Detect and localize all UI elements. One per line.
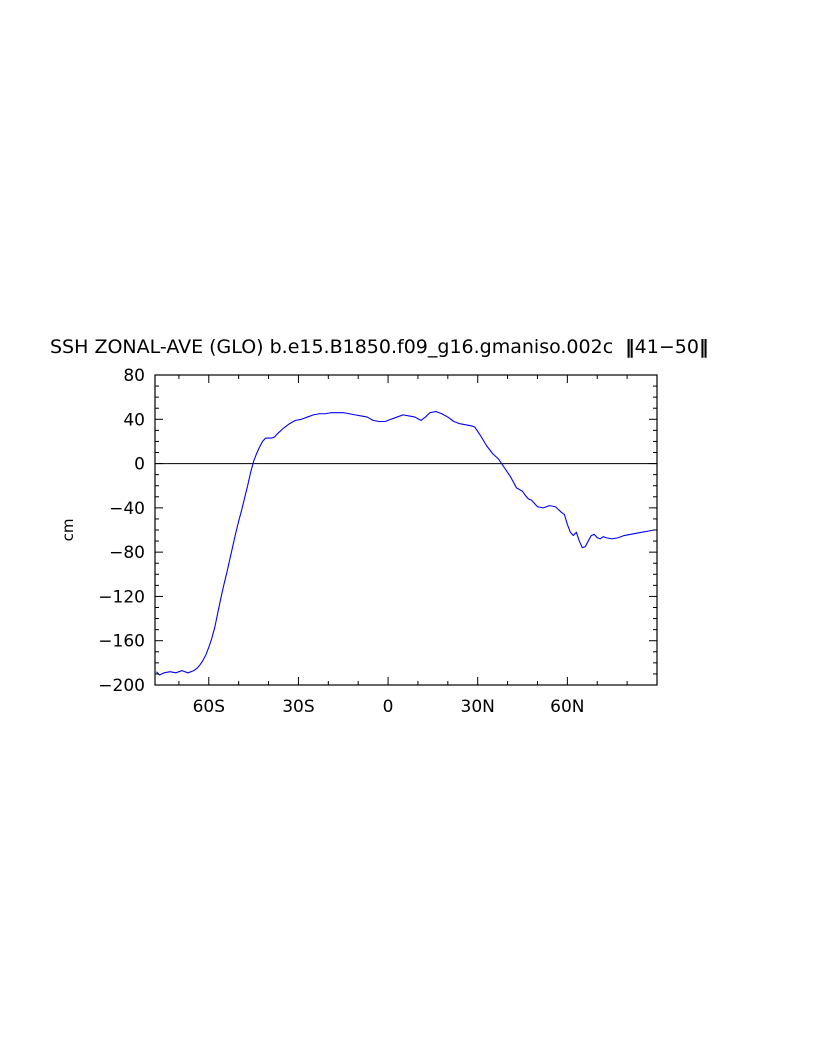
x-tick-label: 0 — [383, 697, 394, 717]
y-axis-label: cm — [59, 519, 77, 542]
y-tick-label: 40 — [123, 410, 145, 430]
y-tick-label: −80 — [109, 543, 145, 563]
x-tick-label: 30S — [282, 697, 314, 717]
y-tick-label: 80 — [123, 366, 145, 386]
title-bracket-right: ‖ — [699, 336, 709, 358]
ssh-series-line — [156, 410, 655, 676]
chart-title-years: 41−50 — [635, 336, 699, 358]
y-tick-label: 0 — [134, 455, 145, 475]
y-tick-label: −40 — [109, 499, 145, 519]
x-tick-label: 60S — [193, 697, 225, 717]
chart-title: SSH ZONAL-AVE (GLO) b.e15.B1850.f09_g16.… — [50, 336, 708, 358]
axis-ticks — [155, 374, 658, 686]
axis-tick-labels: 80 40 0 −40 −80 −120 −160 −200 60S 30S 0 30N 60N — [98, 366, 584, 717]
x-tick-label: 30N — [461, 697, 495, 717]
plot-frame — [154, 374, 658, 686]
y-tick-label: −200 — [98, 676, 145, 696]
title-bracket-left: ‖ — [625, 336, 635, 358]
series-layer — [156, 410, 655, 676]
chart-title-main: SSH ZONAL-AVE (GLO) b.e15.B1850.f09_g16.… — [50, 336, 613, 358]
x-tick-label: 60N — [550, 697, 584, 717]
y-tick-label: −160 — [98, 632, 145, 652]
y-tick-label: −120 — [98, 587, 145, 607]
